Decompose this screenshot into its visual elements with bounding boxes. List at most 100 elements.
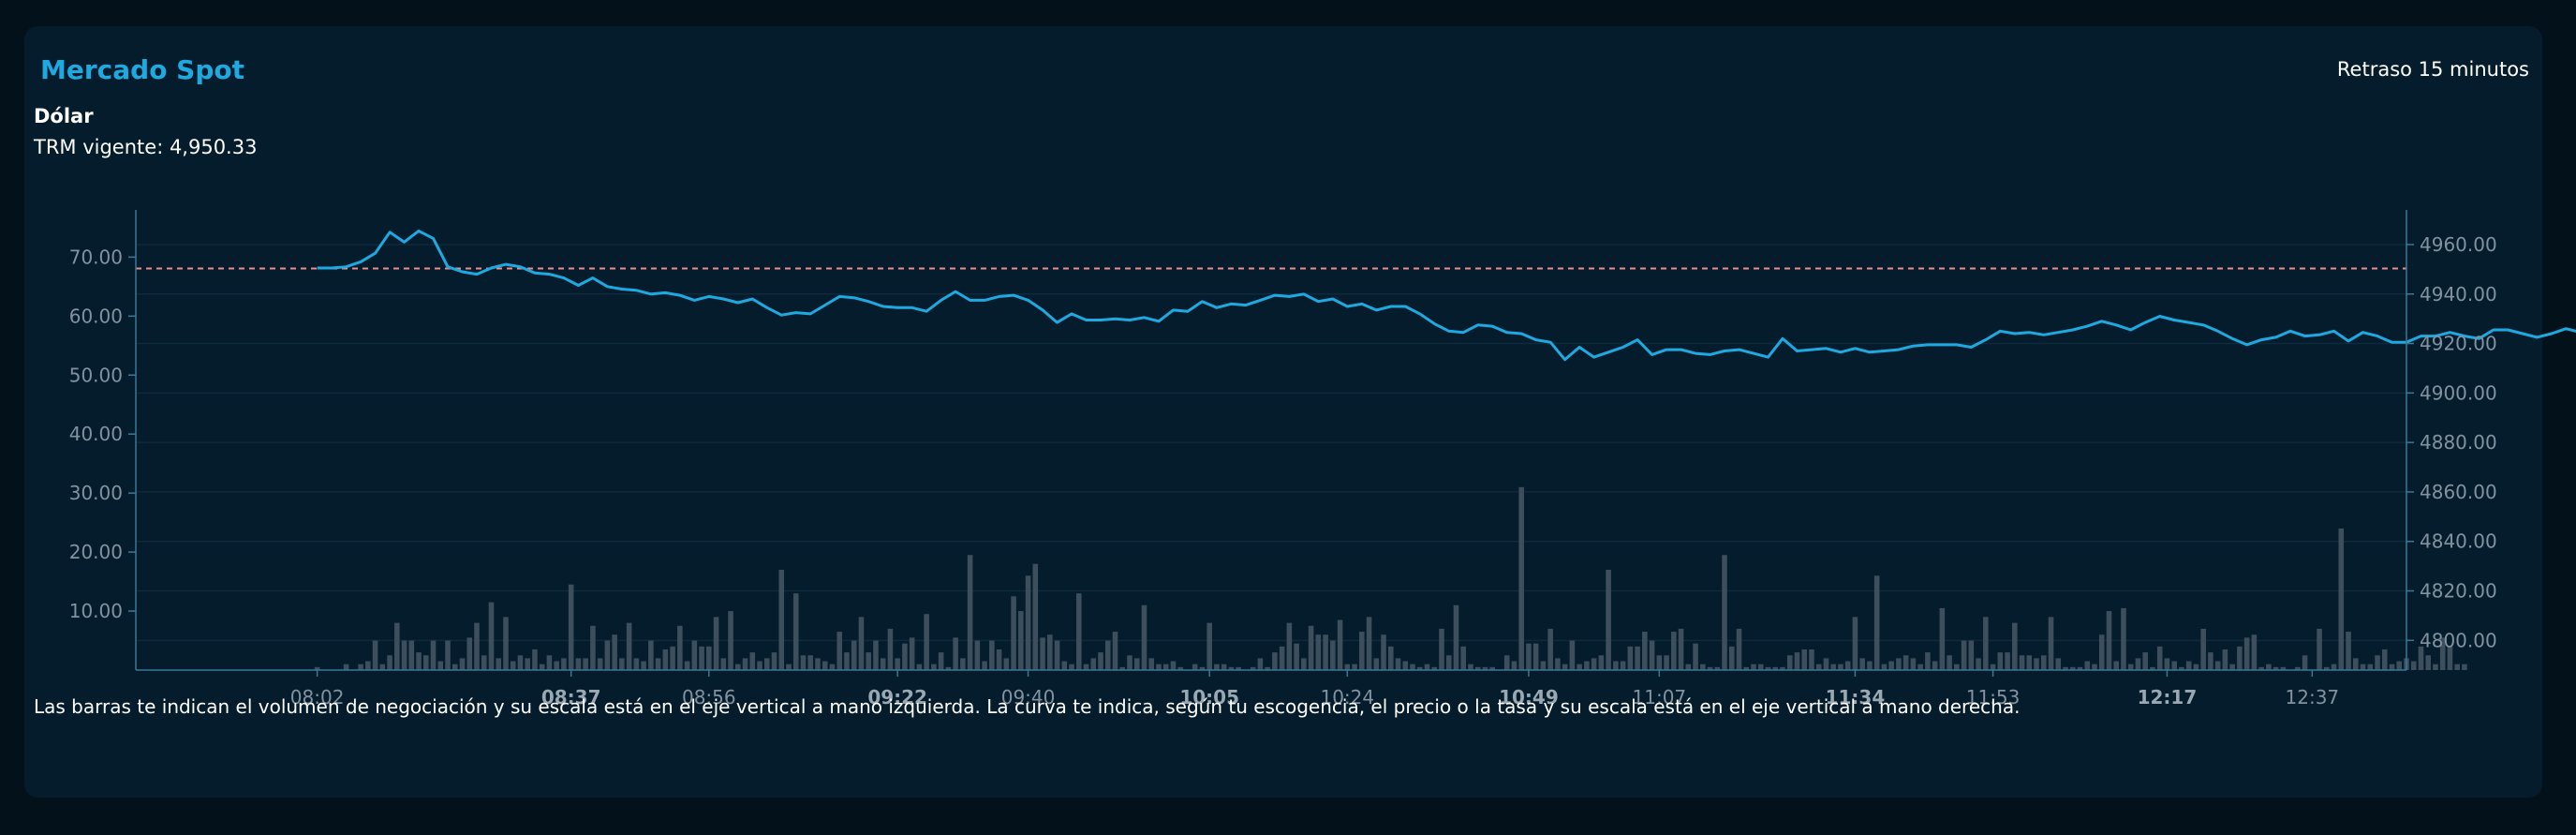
volume-bar — [1968, 640, 1975, 670]
volume-bar — [1693, 643, 1698, 670]
volume-bar — [2121, 607, 2126, 670]
volume-bar — [1801, 649, 1808, 670]
panel-title: Mercado Spot — [40, 54, 245, 85]
volume-bar — [2208, 652, 2213, 670]
volume-bar — [2040, 655, 2047, 670]
volume-bar — [2019, 655, 2025, 670]
volume-bar — [1148, 658, 1155, 670]
volume-bar — [1069, 664, 1074, 670]
volume-bar — [1344, 664, 1351, 670]
volume-bar — [1838, 664, 1843, 670]
volume-bar — [1112, 632, 1118, 670]
volume-bar — [836, 632, 842, 670]
volume-bar — [1025, 575, 1031, 670]
volume-bar — [1308, 625, 1314, 670]
x-tick-label: 09:22 — [867, 686, 927, 708]
volume-bar — [2346, 632, 2351, 670]
volume-bar — [1294, 643, 1299, 670]
volume-bar — [1700, 664, 1706, 670]
volume-bar — [1961, 640, 1967, 670]
volume-bar — [1352, 664, 1357, 670]
volume-bar — [815, 658, 821, 670]
volume-bar — [1896, 658, 1902, 670]
volume-bar — [2113, 661, 2120, 670]
volume-bar — [1917, 664, 1923, 670]
volume-bar — [1439, 628, 1444, 670]
asset-label: Dólar — [34, 105, 94, 127]
volume-bar — [1323, 634, 1328, 670]
volume-bar — [1736, 628, 1742, 670]
volume-bar — [909, 637, 915, 670]
volume-bar — [792, 593, 799, 670]
volume-bar — [2243, 637, 2250, 670]
volume-bar — [1272, 652, 1278, 670]
volume-bar — [2098, 634, 2105, 670]
volume-bar — [2302, 655, 2308, 670]
volume-bar — [1214, 664, 1220, 670]
volume-bar — [1199, 666, 1206, 670]
right-tick-label: 4860.00 — [2420, 481, 2497, 503]
volume-bar — [1859, 658, 1865, 670]
volume-bar — [2171, 661, 2177, 670]
volume-bar — [1061, 661, 1068, 670]
volume-bar — [1526, 643, 1532, 670]
volume-bar — [1003, 658, 1010, 670]
volume-bar — [2222, 649, 2228, 670]
volume-bar — [1387, 646, 1394, 670]
volume-bar — [1503, 655, 1510, 670]
volume-bar — [517, 655, 524, 670]
volume-bar — [583, 658, 588, 670]
volume-bar — [1707, 666, 1713, 670]
volume-bar — [873, 640, 879, 670]
volume-bar — [2135, 658, 2141, 670]
x-tick-label: 08:56 — [682, 686, 736, 708]
volume-bar — [1250, 666, 1256, 670]
volume-bar — [742, 658, 748, 670]
volume-bar — [1867, 661, 1873, 670]
volume-bar — [1431, 666, 1438, 670]
right-tick-label: 4920.00 — [2420, 333, 2497, 355]
volume-bar — [851, 640, 857, 670]
volume-bar — [1402, 661, 1409, 670]
volume-bar — [807, 655, 814, 670]
volume-bar — [2077, 666, 2083, 670]
volume-bar — [1983, 617, 1989, 670]
volume-bar — [1671, 632, 1677, 670]
volume-bar — [590, 625, 596, 670]
volume-bar — [1932, 661, 1938, 670]
volume-bar — [960, 658, 966, 670]
volume-bar — [749, 652, 756, 670]
volume-bar — [1540, 661, 1547, 670]
volume-bar — [2084, 661, 2091, 670]
volume-bar — [358, 664, 363, 670]
volume-bar — [1627, 646, 1634, 670]
volume-bar — [778, 569, 785, 670]
volume-bar — [1902, 655, 1909, 670]
volume-bar — [1257, 658, 1264, 670]
volume-bar — [2092, 664, 2097, 670]
volume-bar — [1453, 604, 1459, 670]
volume-bar — [1990, 664, 1996, 670]
volume-bar — [1410, 664, 1415, 670]
volume-bar — [2127, 664, 2134, 670]
x-tick-label: 10:05 — [1179, 686, 1239, 708]
volume-bar — [1098, 652, 1103, 670]
volume-bar — [2317, 628, 2322, 670]
volume-bar — [648, 640, 654, 670]
volume-bar — [1809, 649, 1814, 670]
volume-bar — [437, 661, 444, 670]
volume-bar — [1606, 569, 1611, 670]
price-series-line — [317, 229, 2576, 362]
volume-bar — [2048, 617, 2054, 670]
volume-bar — [496, 658, 502, 670]
volume-bar — [1954, 664, 1960, 670]
volume-bar — [895, 658, 900, 670]
volume-bar — [2425, 655, 2432, 670]
volume-bar — [2185, 661, 2192, 670]
volume-bar — [1054, 640, 1060, 670]
volume-bar — [1765, 666, 1771, 670]
volume-bar — [2280, 666, 2287, 670]
volume-bar — [1873, 575, 1880, 670]
volume-bar — [503, 617, 509, 670]
